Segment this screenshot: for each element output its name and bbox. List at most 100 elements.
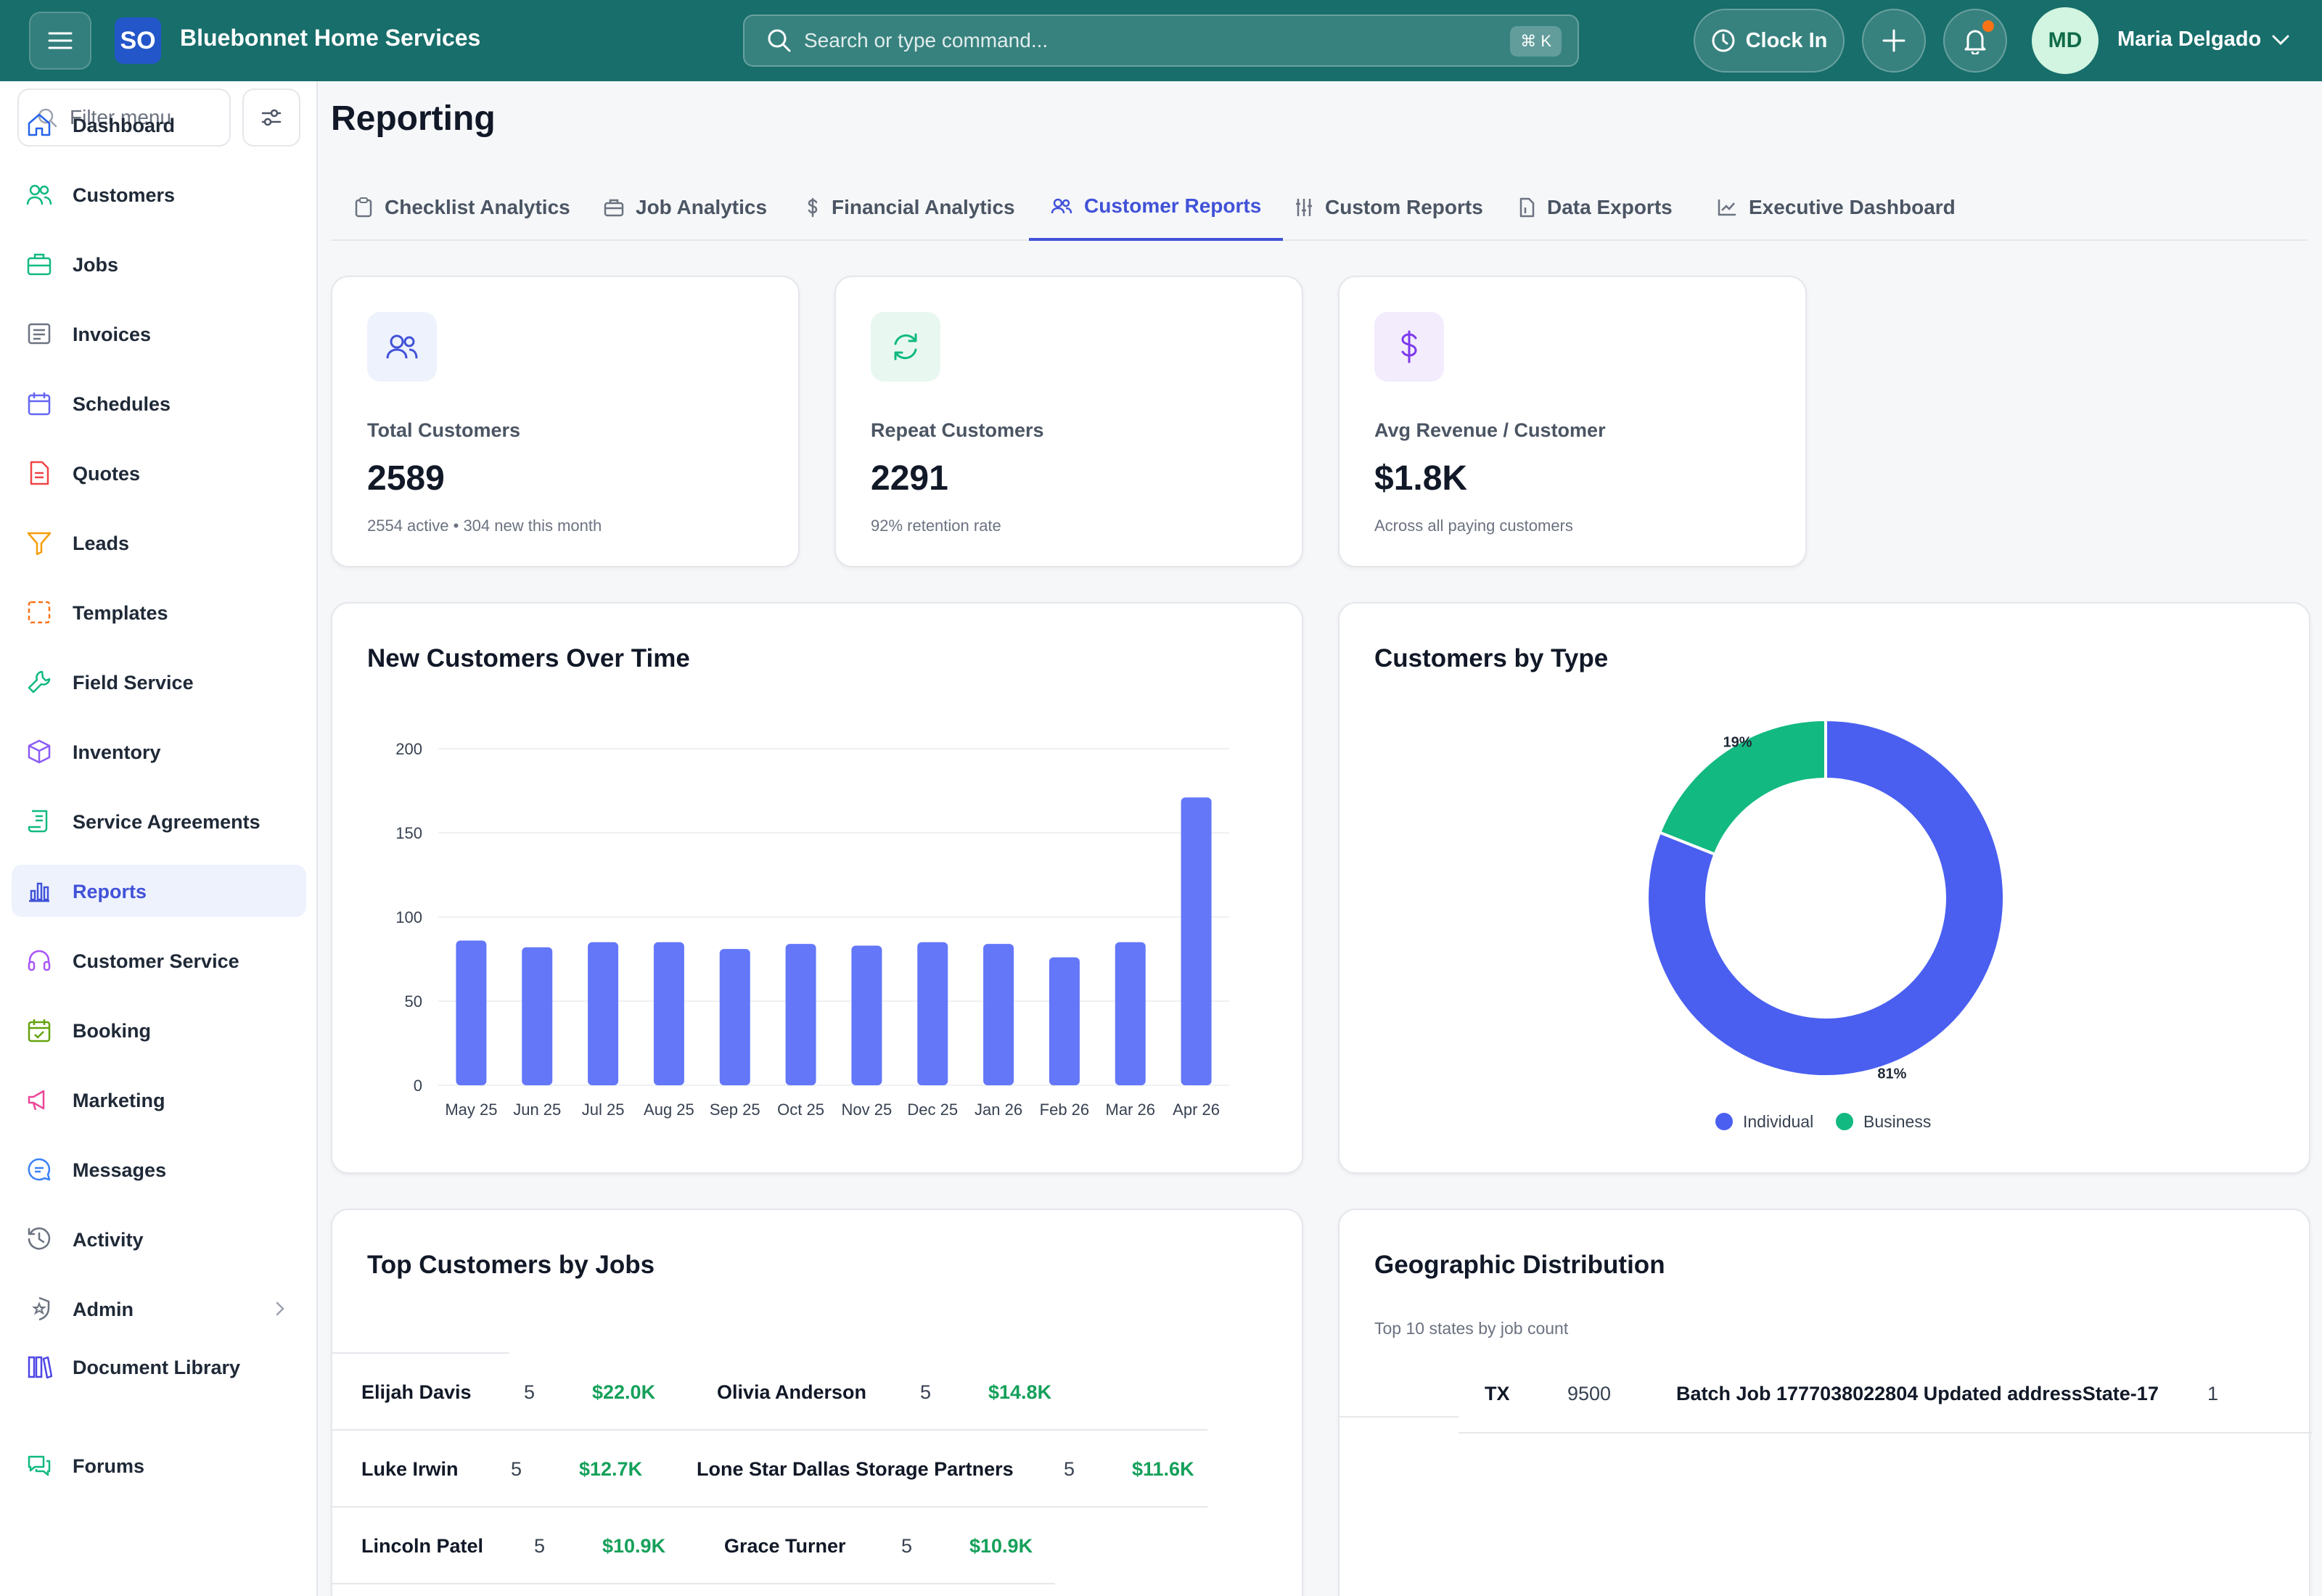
tab-executive-dashboard[interactable]: Executive Dashboard xyxy=(1717,174,1956,241)
sidebar-item-field-service[interactable]: Field Service xyxy=(12,656,306,708)
stat-card-repeat-customers: Repeat Customers 2291 92% retention rate xyxy=(834,276,1303,567)
sidebar-item-inventory[interactable]: Inventory xyxy=(12,725,306,778)
sidebar-item-forums[interactable]: Forums xyxy=(12,1439,306,1492)
home-icon xyxy=(28,113,51,136)
sidebar-item-service-agreements[interactable]: Service Agreements xyxy=(12,795,306,847)
bar[interactable] xyxy=(653,942,684,1085)
state-job-count: 9500 xyxy=(1567,1383,1612,1404)
bar[interactable] xyxy=(917,942,948,1085)
sidebar-item-messages[interactable]: Messages xyxy=(12,1143,306,1196)
legend-swatch[interactable] xyxy=(1836,1113,1853,1130)
tab-checklist-analytics[interactable]: Checklist Analytics xyxy=(354,174,570,241)
command-search[interactable]: Search or type command... ⌘ K xyxy=(743,15,1579,67)
customer-revenue: $14.8K xyxy=(988,1381,1052,1403)
bar[interactable] xyxy=(983,944,1014,1085)
chevron-down-icon[interactable] xyxy=(2270,29,2292,51)
customer-name[interactable]: Luke Irwin xyxy=(361,1458,459,1480)
sidebar-item-reports[interactable]: Reports xyxy=(12,865,306,917)
tab-job-analytics[interactable]: Job Analytics xyxy=(604,174,767,241)
sidebar-item-jobs[interactable]: Jobs xyxy=(12,238,306,290)
stat-value: $1.8K xyxy=(1374,459,1468,498)
hamburger-icon xyxy=(48,32,73,49)
bar[interactable] xyxy=(522,947,553,1085)
bar[interactable] xyxy=(719,949,750,1085)
customer-name[interactable]: Lone Star Dallas Storage Partners xyxy=(697,1458,1014,1480)
sidebar-item-invoices[interactable]: Invoices xyxy=(12,308,306,360)
menu-button[interactable] xyxy=(29,12,91,70)
sidebar-item-booking[interactable]: Booking xyxy=(12,1004,306,1056)
sidebar-item-label: Activity xyxy=(73,1229,144,1251)
customer-jobs: 5 xyxy=(1064,1458,1075,1480)
customer-name[interactable]: Grace Turner xyxy=(724,1535,846,1557)
donut-slice[interactable] xyxy=(1646,717,2006,1078)
chevron-right-icon[interactable] xyxy=(271,1300,289,1317)
customer-revenue: $10.9K xyxy=(602,1535,666,1557)
sidebar-item-document-library[interactable]: Document Library xyxy=(12,1341,306,1393)
sidebar-item-marketing[interactable]: Marketing xyxy=(12,1074,306,1126)
bar[interactable] xyxy=(456,940,487,1085)
add-button[interactable] xyxy=(1862,9,1926,73)
donut-slice[interactable] xyxy=(1657,717,1827,857)
tab-customer-reports[interactable]: Customer Reports xyxy=(1029,174,1284,241)
stat-label: Avg Revenue / Customer xyxy=(1374,419,1606,441)
legend-label[interactable]: Individual xyxy=(1743,1112,1813,1131)
sidebar-item-label: Inventory xyxy=(73,741,161,763)
search-placeholder[interactable]: Search or type command... xyxy=(804,29,1049,52)
bar[interactable] xyxy=(1181,797,1212,1085)
filter-settings-button[interactable] xyxy=(242,89,300,147)
app-logo[interactable]: SO xyxy=(115,17,161,64)
user-name[interactable]: Maria Delgado xyxy=(2117,28,2262,51)
chart-title: Customers by Type xyxy=(1374,644,1609,672)
notifications-button[interactable] xyxy=(1943,9,2007,73)
sidebar-item-label: Forums xyxy=(73,1455,145,1477)
bar-chart-icon xyxy=(29,882,49,902)
x-tick-label: Jan 26 xyxy=(975,1101,1022,1119)
bar[interactable] xyxy=(588,942,619,1085)
new-customers-chart-card: New Customers Over Time 0 50 100 150 200 May … xyxy=(331,602,1303,1174)
stat-subtext: 2554 active • 304 new this month xyxy=(367,517,602,535)
sidebar-item-quotes[interactable]: Quotes xyxy=(12,447,306,499)
customer-revenue: $11.6K xyxy=(1132,1458,1194,1480)
tab-data-exports[interactable]: Data Exports xyxy=(1518,174,1673,241)
sidebar-item-label: Dashboard xyxy=(73,115,176,136)
sidebar-item-dashboard[interactable]: Dashboard xyxy=(12,99,306,151)
sidebar-item-leads[interactable]: Leads xyxy=(12,517,306,569)
filter-menu-input[interactable]: Filter menu xyxy=(17,89,231,147)
headset-icon xyxy=(28,950,51,971)
clock-icon xyxy=(1712,29,1735,52)
sidebar-item-templates[interactable]: Templates xyxy=(12,586,306,638)
customer-name[interactable]: Olivia Anderson xyxy=(717,1381,867,1403)
search-shortcut-badge: ⌘ K xyxy=(1510,26,1562,57)
bar[interactable] xyxy=(851,945,882,1085)
tab-custom-reports[interactable]: Custom Reports xyxy=(1295,174,1483,241)
customer-jobs: 5 xyxy=(524,1381,536,1403)
sidebar-item-schedules[interactable]: Schedules xyxy=(12,377,306,429)
clock-in-button[interactable]: Clock In xyxy=(1694,9,1845,73)
stat-value: 2291 xyxy=(871,459,948,498)
clock-in-label: Clock In xyxy=(1745,28,1828,52)
bell-icon xyxy=(1964,30,1986,54)
avatar[interactable]: MD xyxy=(2032,7,2099,74)
sidebar-item-activity[interactable]: Activity xyxy=(12,1213,306,1265)
legend-swatch[interactable] xyxy=(1715,1113,1733,1130)
sidebar-item-label: Admin xyxy=(73,1299,134,1320)
state-code: TX xyxy=(1485,1383,1510,1404)
bar[interactable] xyxy=(1115,942,1146,1085)
plus-icon xyxy=(1882,29,1905,52)
shield-icon xyxy=(32,1296,50,1321)
legend-label[interactable]: Business xyxy=(1863,1112,1931,1131)
sidebar-item-admin[interactable]: Admin xyxy=(12,1283,306,1335)
brand-name[interactable]: Bluebonnet Home Services xyxy=(180,25,481,51)
bar[interactable] xyxy=(785,944,816,1085)
search-icon xyxy=(768,29,791,52)
sidebar-item-customers[interactable]: Customers xyxy=(12,168,306,221)
customer-name[interactable]: Lincoln Patel xyxy=(361,1535,484,1557)
sidebar-item-customer-service[interactable]: Customer Service xyxy=(12,934,306,987)
y-tick-label: 150 xyxy=(395,824,422,842)
y-tick-label: 50 xyxy=(405,992,422,1011)
bar[interactable] xyxy=(1049,957,1080,1085)
sidebar-item-label: Jobs xyxy=(73,254,119,276)
tab-financial-analytics[interactable]: Financial Analytics xyxy=(805,174,1015,241)
customer-name[interactable]: Elijah Davis xyxy=(361,1381,472,1403)
users-icon xyxy=(26,184,52,205)
